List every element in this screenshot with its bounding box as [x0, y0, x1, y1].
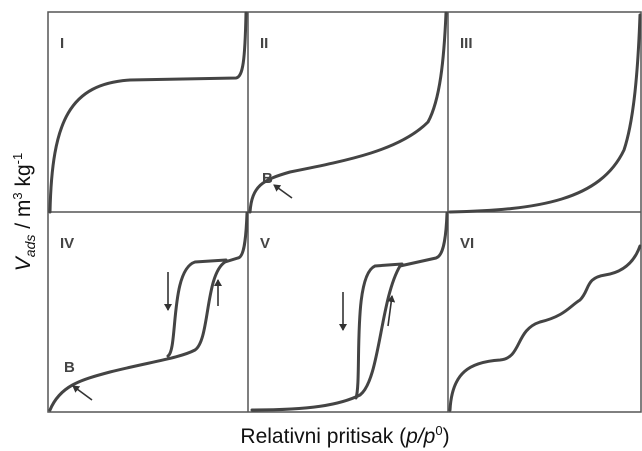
panel-label: II — [260, 35, 268, 52]
y-unit: kg — [12, 164, 35, 192]
panel-label: I — [60, 35, 64, 52]
x-sup: 0 — [435, 423, 442, 438]
panel-label: IV — [60, 235, 74, 252]
y-subscript: ads — [22, 235, 38, 258]
y-axis-label: Vads / m3 kg-1 — [10, 153, 38, 271]
y-sup: 3 — [10, 192, 25, 199]
arrow — [273, 184, 293, 199]
isotherm — [250, 211, 449, 412]
y-unit: / m — [12, 200, 35, 235]
isotherm — [48, 11, 248, 214]
point-label: B — [64, 359, 75, 376]
isotherm — [448, 13, 642, 214]
x-axis-label: Relativni pritisak (p/p0) — [240, 423, 449, 448]
isotherm-desorption — [354, 262, 404, 400]
x-text: Relativni pritisak ( — [240, 425, 406, 448]
isotherm — [48, 211, 249, 412]
arrow — [387, 295, 396, 327]
point-label: B — [262, 170, 273, 187]
panel-label: VI — [460, 235, 474, 252]
panel-label: III — [460, 35, 473, 52]
isotherm — [248, 11, 448, 214]
x-text: ) — [443, 425, 450, 448]
frame — [47, 11, 642, 413]
x-symbol: p/p — [405, 425, 435, 448]
isotherm-desorption — [166, 258, 228, 358]
arrow — [72, 385, 93, 401]
y-symbol: V — [12, 255, 35, 271]
isotherm — [448, 244, 642, 412]
panel-label: V — [260, 235, 270, 252]
y-sup: -1 — [10, 153, 25, 165]
